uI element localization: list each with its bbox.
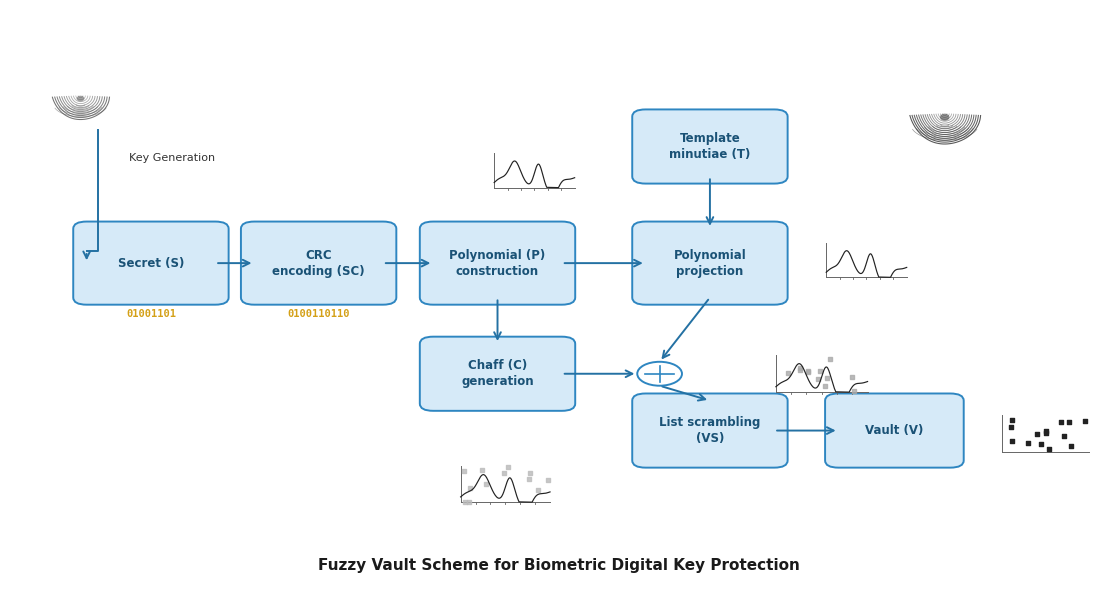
FancyBboxPatch shape [633,393,787,468]
Point [1038,428,1055,438]
Point [459,497,477,507]
Text: Template
minutiae (T): Template minutiae (T) [670,132,750,161]
Point [495,468,513,478]
FancyBboxPatch shape [633,109,787,184]
Point [1003,422,1021,431]
Point [811,367,828,376]
Text: 0100110110: 0100110110 [287,309,350,319]
Ellipse shape [940,114,949,121]
Point [1076,416,1093,426]
Point [1003,437,1021,446]
Point [1018,438,1036,448]
Point [1032,439,1050,448]
Point [529,485,547,495]
Point [792,364,809,373]
Point [779,368,797,377]
Point [1041,445,1059,454]
Point [1062,441,1080,451]
Point [1052,417,1070,426]
Point [539,475,557,485]
Point [799,367,817,376]
Point [1055,431,1073,441]
Point [456,497,474,507]
Point [790,365,808,374]
Text: Secret (S): Secret (S) [117,257,184,270]
Point [1027,429,1045,438]
Point [520,474,538,484]
FancyBboxPatch shape [420,221,575,304]
Point [843,373,861,382]
Text: List scrambling
(VS): List scrambling (VS) [660,416,760,445]
FancyBboxPatch shape [74,221,229,304]
Point [455,466,473,476]
Point [799,367,817,376]
Ellipse shape [76,96,85,102]
Text: Key Generation: Key Generation [129,154,215,163]
Point [818,373,836,383]
FancyBboxPatch shape [240,221,396,304]
Text: CRC
encoding (SC): CRC encoding (SC) [273,249,364,277]
Text: Polynomial
projection: Polynomial projection [673,249,747,277]
Circle shape [637,362,682,386]
Text: 01001101: 01001101 [126,309,176,319]
Text: Vault (V): Vault (V) [865,424,923,437]
Point [499,462,517,472]
Point [816,382,834,391]
Text: Chaff (C)
generation: Chaff (C) generation [462,359,533,388]
Point [1003,416,1021,425]
Point [808,374,826,383]
FancyBboxPatch shape [825,393,964,468]
Point [521,469,539,478]
Point [1060,417,1078,426]
FancyBboxPatch shape [633,221,787,304]
Point [821,354,838,364]
Point [477,480,495,489]
Text: Polynomial (P)
construction: Polynomial (P) construction [449,249,546,277]
Point [844,386,862,395]
Point [473,465,491,475]
Point [462,483,480,493]
FancyBboxPatch shape [420,337,575,411]
Point [1038,426,1055,436]
Text: Fuzzy Vault Scheme for Biometric Digital Key Protection: Fuzzy Vault Scheme for Biometric Digital… [318,557,800,573]
